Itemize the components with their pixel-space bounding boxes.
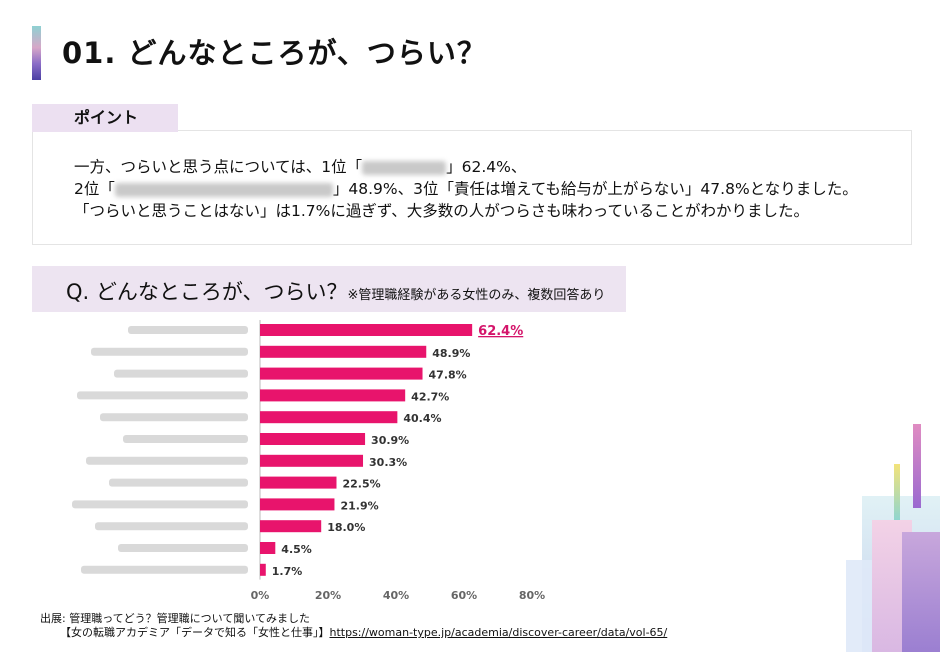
redacted-text <box>362 160 447 175</box>
source-line-1: 出展: 管理職ってどう？管理職について聞いてみました <box>40 612 310 625</box>
bar <box>260 389 406 402</box>
question-title: Q. どんなところが、つらい？※管理職経験がある女性のみ、複数回答あり <box>66 280 606 304</box>
bar <box>260 367 423 380</box>
bar <box>260 324 473 336</box>
data-label: 62.4% <box>478 324 523 339</box>
bar <box>260 411 398 424</box>
bar <box>260 345 427 358</box>
data-label: 22.5% <box>343 478 381 491</box>
redacted-text <box>114 182 333 197</box>
x-tick-label: 0% <box>251 589 270 602</box>
x-tick-label: 20% <box>315 589 341 602</box>
point-line-3: 「つらいと思うことはない」は1.7%に過ぎず、大多数の人がつらさも味わっているこ… <box>74 202 810 220</box>
decor-line <box>894 464 900 520</box>
category-label-redacted <box>100 413 248 422</box>
decor-line <box>913 424 921 508</box>
bar <box>260 476 337 489</box>
category-label-redacted <box>128 326 248 334</box>
category-label-redacted <box>114 369 248 378</box>
bar <box>260 454 364 467</box>
data-label: 4.5% <box>281 543 312 556</box>
x-tick-label: 60% <box>451 589 477 602</box>
data-label: 21.9% <box>340 499 378 512</box>
source-footer: 出展: 管理職ってどう？管理職について聞いてみました 【女の転職アカデミア「デー… <box>40 612 667 640</box>
category-label-redacted <box>81 565 248 574</box>
data-label: 48.9% <box>432 347 470 360</box>
bar <box>260 520 322 533</box>
source-link[interactable]: https://woman-type.jp/academia/discover-… <box>329 626 668 639</box>
data-label: 47.8% <box>429 369 467 382</box>
category-label-redacted <box>109 478 248 487</box>
x-tick-label: 80% <box>519 589 545 602</box>
title-accent-bar <box>32 26 41 80</box>
x-tick-label: 40% <box>383 589 409 602</box>
data-label: 18.0% <box>327 521 365 534</box>
data-label: 40.4% <box>403 412 441 425</box>
category-label-redacted <box>95 522 248 531</box>
point-line-2: 2位「 」48.9%、3位「責任は増えても給与が上がらない」47.8%となりました… <box>74 180 858 198</box>
question-box <box>32 266 626 312</box>
data-label: 30.3% <box>369 456 407 469</box>
bar <box>260 498 335 511</box>
bar-chart: 62.4% 48.9% 47.8% 42.7% 40.4% 30.9% 30.3% 22.5%… <box>72 320 545 602</box>
bar <box>260 563 266 576</box>
source-line-2: 【女の転職アカデミア「データで知る「女性と仕事」】https://woman-t… <box>60 626 668 639</box>
category-label-redacted <box>118 544 248 552</box>
data-label: 30.9% <box>371 434 409 447</box>
question-note: ※管理職経験がある女性のみ、複数回答あり <box>347 288 606 303</box>
data-label: 42.7% <box>411 390 449 403</box>
point-text: 一方、つらいと思う点については、1位「 」62.4%、 2位「 」48.9%、3位「… <box>74 156 858 222</box>
category-label-redacted <box>123 435 248 443</box>
bar <box>260 542 276 554</box>
category-label-redacted <box>72 500 248 509</box>
category-label-redacted <box>91 347 248 356</box>
category-label-redacted <box>77 391 248 400</box>
page-title: 01. どんなところが、つらい？ <box>62 36 487 70</box>
data-label: 1.7% <box>272 565 303 578</box>
decor-block <box>902 532 940 652</box>
point-line-1: 一方、つらいと思う点については、1位「 」62.4%、 <box>74 158 527 176</box>
bar <box>260 433 366 445</box>
point-label: ポイント <box>32 104 178 132</box>
category-label-redacted <box>86 456 248 465</box>
